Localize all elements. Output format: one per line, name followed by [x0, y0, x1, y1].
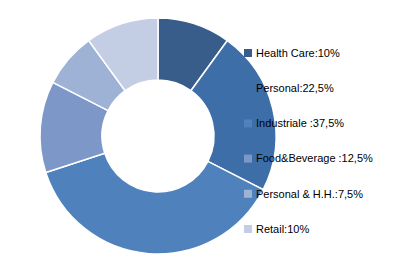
legend-label: Personal & H.H.:7,5% [256, 188, 363, 200]
legend-item: Retail:10% [244, 223, 309, 235]
legend-item: Personal & H.H.:7,5% [244, 188, 363, 200]
legend-swatch [244, 190, 252, 198]
slices [40, 18, 276, 254]
legend-item: Personal:22,5% [244, 82, 334, 94]
legend-label: Retail:10% [256, 223, 309, 235]
legend-item: Health Care:10% [244, 47, 340, 59]
chart: Health Care:10% Personal:22,5% Industriale… [0, 0, 416, 273]
legend-label: Health Care:10% [256, 47, 340, 59]
slice [89, 18, 158, 91]
slice [46, 153, 263, 254]
legend-label: Personal:22,5% [256, 82, 334, 94]
legend-label: Food&Beverage :12,5% [256, 152, 373, 164]
legend-swatch [244, 49, 252, 57]
legend-swatch [244, 225, 252, 233]
legend-swatch [244, 84, 252, 92]
legend-item: Food&Beverage :12,5% [244, 152, 373, 164]
legend-swatch [244, 119, 252, 127]
legend-swatch [244, 155, 252, 163]
legend: Health Care:10% Personal:22,5% Industriale… [244, 47, 373, 235]
legend-item: Industriale :37,5% [244, 117, 344, 129]
legend-label: Industriale :37,5% [256, 117, 344, 129]
